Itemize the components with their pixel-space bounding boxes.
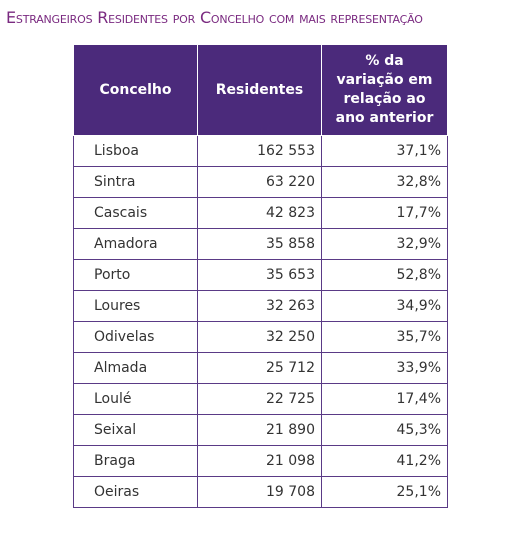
table-cell: 25 712 [197,352,322,384]
table-cell: 21 890 [197,414,322,446]
table-row: Porto 35 653 52,8% [73,259,448,291]
table-cell: 32 250 [197,321,322,353]
table-cell: 42 823 [197,197,322,229]
table-body: Lisboa 162 553 37,1% Sintra 63 220 32,8% Casca… [73,135,448,508]
table-cell: 21 098 [197,445,322,477]
table-cell: 41,2% [321,445,448,477]
table-cell: 17,7% [321,197,448,229]
table-cell: Almada [73,352,198,384]
table-row: Lisboa 162 553 37,1% [73,135,448,167]
table-row: Oeiras 19 708 25,1% [73,476,448,508]
table-cell: 52,8% [321,259,448,291]
table-cell: Loulé [73,383,198,415]
table-cell: Loures [73,290,198,322]
table-cell: Lisboa [73,135,198,167]
table-cell: 19 708 [197,476,322,508]
table-cell: 22 725 [197,383,322,415]
table-cell: Braga [73,445,198,477]
table-row: Amadora 35 858 32,9% [73,228,448,260]
table-cell: 35,7% [321,321,448,353]
table-cell: Oeiras [73,476,198,508]
table-cell: 33,9% [321,352,448,384]
table-cell: Amadora [73,228,198,260]
table-cell: 32 263 [197,290,322,322]
table-cell: Odivelas [73,321,198,353]
table-cell: 35 653 [197,259,322,291]
table-row: Almada 25 712 33,9% [73,352,448,384]
table-cell: Seixal [73,414,198,446]
header-cell: % da variação em relação ao ano anterior [321,45,448,136]
title: Estrangeiros Residentes por Concelho com… [6,8,423,27]
table-cell: 37,1% [321,135,448,167]
table-cell: 25,1% [321,476,448,508]
data-table: Concelho Residentes% da variação em relaç… [73,45,448,508]
table-cell: 162 553 [197,135,322,167]
table-cell: Cascais [73,197,198,229]
table-cell: 45,3% [321,414,448,446]
table-row: Cascais 42 823 17,7% [73,197,448,229]
table-cell: 32,8% [321,166,448,198]
table-cell: 17,4% [321,383,448,415]
table-cell: Sintra [73,166,198,198]
header-row: Concelho Residentes% da variação em relaç… [73,45,448,136]
table-row: Seixal 21 890 45,3% [73,414,448,446]
table-cell: 35 858 [197,228,322,260]
table-header: Concelho Residentes% da variação em relaç… [73,45,448,136]
table-row: Sintra 63 220 32,8% [73,166,448,198]
table-cell: 63 220 [197,166,322,198]
header-cell: Concelho [73,45,198,136]
table-row: Braga 21 098 41,2% [73,445,448,477]
header-cell: Residentes [197,45,322,136]
table-row: Odivelas 32 250 35,7% [73,321,448,353]
table-row: Loures 32 263 34,9% [73,290,448,322]
table-cell: 34,9% [321,290,448,322]
table-cell: 32,9% [321,228,448,260]
table-cell: Porto [73,259,198,291]
table-row: Loulé 22 725 17,4% [73,383,448,415]
